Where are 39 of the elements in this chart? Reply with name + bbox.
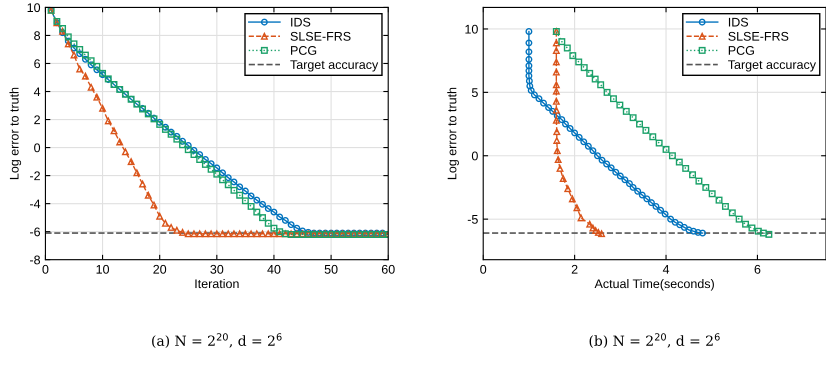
- text: (a) N = 2$^{20}$, d = 2$^{6}$: [152, 333, 282, 348]
- legend-label: SLSE-FRS: [728, 32, 788, 41]
- x-tick-label: 10: [96, 264, 110, 274]
- x-tick-label: 2: [572, 264, 578, 274]
- legend-label: Target accuracy: [290, 60, 378, 72]
- x-tick-label: 50: [324, 264, 338, 274]
- legend-label: IDS: [728, 18, 748, 27]
- y-tick-label: -4: [30, 200, 40, 208]
- y-tick-label: 4: [34, 87, 40, 96]
- y-tick-label: -8: [30, 256, 40, 264]
- x-tick-label: 4: [662, 265, 670, 274]
- y-tick-label: -2: [30, 171, 40, 180]
- legend-label: SLSE-FRS: [290, 32, 351, 41]
- x-tick-label: 6: [754, 264, 760, 274]
- legend-label: PCG: [728, 46, 754, 55]
- y-tick-label: 6: [34, 59, 40, 68]
- x-tick-label: 20: [153, 264, 166, 274]
- x-tick-label: 0: [480, 264, 486, 274]
- y-tick-label: 8: [34, 31, 40, 40]
- y-tick-label: 0: [472, 152, 478, 160]
- x-tick-label: 30: [210, 264, 224, 274]
- y-axis-title: Log error to truth: [9, 88, 22, 180]
- y-axis-title: Log error to truth: [447, 88, 459, 180]
- text: (b) N = 2$^{20}$, d = 2$^{6}$: [590, 333, 720, 348]
- legend-label: Target accuracy: [728, 60, 816, 72]
- y-tick-label: -5: [468, 215, 478, 224]
- y-tick-label: 2: [34, 115, 40, 124]
- y-tick-label: 10: [465, 24, 478, 34]
- x-axis-title: Iteration: [195, 278, 239, 288]
- y-tick-label: -6: [30, 227, 40, 236]
- y-tick-label: 10: [28, 3, 40, 12]
- x-tick-label: 60: [382, 264, 395, 274]
- y-tick-label: 0: [34, 143, 40, 152]
- legend-label: IDS: [291, 18, 310, 27]
- y-tick-label: 5: [472, 88, 478, 98]
- x-tick-label: 0: [42, 264, 48, 274]
- legend-label: PCG: [291, 46, 316, 55]
- x-tick-label: 40: [267, 264, 280, 274]
- x-axis-title: Actual Time(seconds): [594, 278, 714, 291]
